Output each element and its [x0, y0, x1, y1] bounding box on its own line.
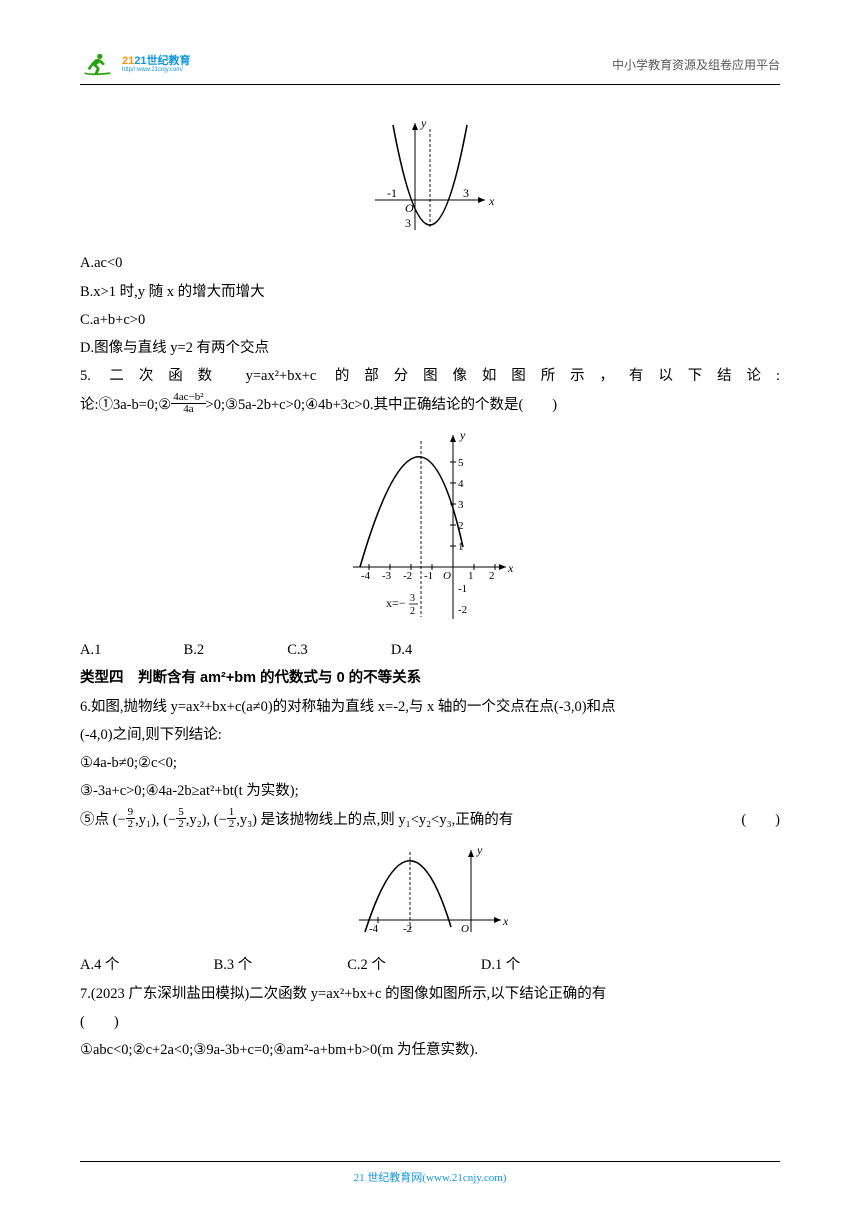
page-footer: 21 世纪教育网(www.21cnjy.com): [0, 1161, 860, 1186]
logo-brand-top: 21世纪教育: [134, 55, 190, 67]
q6-line4: ③-3a+c>0;④4a-2b≥at²+bt(t 为实数);: [80, 777, 780, 805]
svg-text:2: 2: [489, 570, 495, 582]
q5-options: A.1 B.2 C.3 D.4: [80, 636, 780, 664]
svg-text:y: y: [420, 116, 427, 130]
logo-brand-bottom: http//:www.21cnjy.com/: [122, 67, 191, 73]
svg-text:-1: -1: [424, 570, 433, 582]
page-header: 2121世纪教育 http//:www.21cnjy.com/ 中小学教育资源及…: [80, 50, 780, 78]
q7-line3: ①abc<0;②c+2a<0;③9a-3b+c=0;④am²-a+bm+b>0(…: [80, 1036, 780, 1064]
svg-text:y: y: [459, 428, 466, 442]
header-divider: [80, 84, 780, 85]
q7-line2: ( ): [80, 1008, 780, 1036]
svg-text:-4: -4: [361, 570, 371, 582]
q5-stem-line2: 论:①3a-b=0;②4ac−b²4a>0;③5a-2b+c>0;④4b+3c>…: [80, 391, 780, 419]
svg-text:x: x: [507, 561, 513, 575]
section4-title: 类型四 判断含有 am²+bm 的代数式与 0 的不等关系: [80, 664, 780, 692]
svg-text:x=−: x=−: [386, 596, 406, 610]
svg-text:4: 4: [458, 478, 464, 490]
logo: 2121世纪教育 http//:www.21cnjy.com/: [80, 50, 191, 78]
q6-line1: 6.如图,抛物线 y=ax²+bx+c(a≠0)的对称轴为直线 x=-2,与 x…: [80, 693, 780, 721]
footer-text: 21 世纪教育网(www.21cnjy.com): [354, 1172, 507, 1184]
graph-q6: x y O -4 -2: [80, 842, 780, 947]
footer-divider: [80, 1161, 780, 1162]
svg-text:-1: -1: [458, 583, 467, 595]
q6-line2: (-4,0)之间,则下列结论:: [80, 721, 780, 749]
graph-q5: x y O -4 -3 -2 -1 1 2 1 2 3 4 5 x=−: [80, 427, 780, 632]
q6-options: A.4 个 B.3 个 C.2 个 D.1 个: [80, 951, 780, 979]
svg-text:3: 3: [463, 186, 469, 200]
svg-text:-2: -2: [458, 604, 467, 616]
svg-text:-2: -2: [403, 570, 412, 582]
header-right-text: 中小学教育资源及组卷应用平台: [612, 56, 780, 73]
svg-text:-2: -2: [403, 923, 412, 935]
svg-text:5: 5: [458, 457, 464, 469]
svg-text:O: O: [461, 923, 469, 935]
svg-text:y: y: [476, 843, 483, 857]
svg-text:1: 1: [468, 570, 474, 582]
svg-text:-4: -4: [369, 923, 379, 935]
svg-text:x: x: [502, 914, 508, 928]
q4-opt-c: C.a+b+c>0: [80, 306, 780, 334]
runner-icon: [80, 50, 118, 78]
svg-text:-3: -3: [382, 570, 392, 582]
q5-stem-line1: 5. 二次函数 y=ax²+bx+c 的部分图像如图所示，有以下结论:: [80, 362, 780, 390]
graph-q4: x y O -1 3 3: [80, 115, 780, 245]
q7-line1: 7.(2023 广东深圳盐田模拟)二次函数 y=ax²+bx+c 的图像如图所示…: [80, 980, 780, 1008]
svg-text:2: 2: [410, 606, 415, 617]
content-body: x y O -1 3 3 A.ac<0 B.x>1 时,y 随 x 的增大而增大…: [80, 115, 780, 1064]
svg-text:3: 3: [410, 593, 415, 604]
svg-text:x: x: [488, 194, 495, 208]
svg-text:-1: -1: [387, 186, 397, 200]
q4-opt-a: A.ac<0: [80, 249, 780, 277]
svg-text:O: O: [443, 570, 451, 582]
svg-text:3: 3: [458, 499, 464, 511]
svg-text:3: 3: [405, 216, 411, 230]
q4-opt-b: B.x>1 时,y 随 x 的增大而增大: [80, 278, 780, 306]
q6-line5: ⑤点 (−92,y₁), (−52,y₂), (−12,y₃) 是该抛物线上的点…: [80, 806, 780, 834]
q6-line3: ①4a-b≠0;②c<0;: [80, 749, 780, 777]
q4-opt-d: D.图像与直线 y=2 有两个交点: [80, 334, 780, 362]
